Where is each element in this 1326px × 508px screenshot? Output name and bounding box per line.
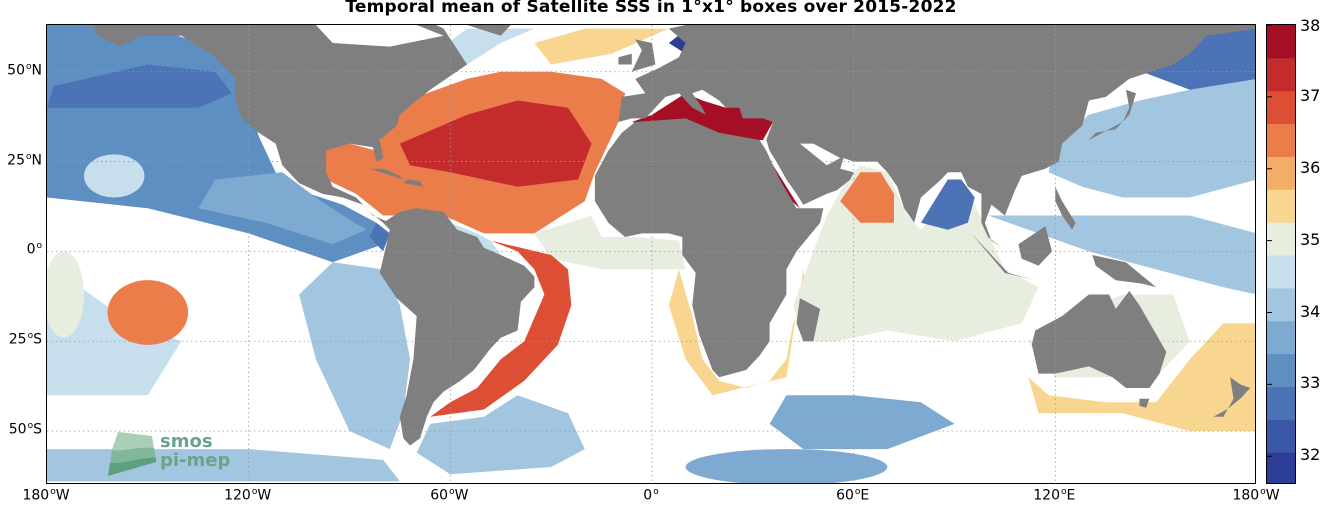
y-tick-label: 25oS bbox=[8, 331, 42, 348]
x-tick-label: 120oW bbox=[224, 487, 272, 504]
colorbar-segment bbox=[1267, 452, 1295, 483]
land-madagascar bbox=[796, 298, 821, 342]
ocean-southwest-atlantic bbox=[416, 395, 585, 475]
colorbar-tick-label: 37 bbox=[1300, 85, 1321, 105]
land-britain bbox=[631, 39, 656, 72]
nodata-hudson-bay bbox=[315, 25, 444, 47]
ocean-peru-chile bbox=[299, 262, 410, 450]
colorbar-tick-label: 34 bbox=[1300, 301, 1321, 321]
land-cuba bbox=[369, 168, 404, 180]
ocean-south-indian bbox=[769, 395, 955, 450]
land-eurasia bbox=[618, 25, 1255, 248]
ocean-west-pacific-warm-pool bbox=[988, 215, 1255, 295]
ocean-south-atlantic bbox=[430, 240, 572, 417]
ocean-north-pacific-low bbox=[47, 64, 232, 108]
x-tick-label: 180oW bbox=[22, 487, 70, 504]
patch-samoa bbox=[47, 251, 84, 338]
colorbar-tick-label: 36 bbox=[1300, 157, 1321, 177]
ocean-panama-bight bbox=[369, 222, 390, 252]
land-japan bbox=[1088, 89, 1136, 140]
land-philippines bbox=[1055, 186, 1076, 230]
ocean-atlantic-gyre bbox=[399, 100, 592, 187]
colorbar-segment bbox=[1267, 255, 1295, 289]
logo-line1: smos bbox=[160, 431, 213, 452]
colorbar bbox=[1266, 24, 1296, 484]
colorbar-segment bbox=[1267, 90, 1295, 125]
chart-title: Temporal mean of Satellite SSS in 1°x1° … bbox=[345, 0, 957, 17]
ocean-east-tropical-pacific bbox=[198, 172, 367, 245]
colorbar-tick-label: 38 bbox=[1300, 16, 1321, 35]
land-tasmania bbox=[1139, 398, 1150, 408]
colorbar-tick-label: 33 bbox=[1300, 373, 1321, 393]
x-tick-label: 60oW bbox=[430, 487, 469, 504]
colorbar-segment bbox=[1267, 156, 1295, 190]
colorbar-segment bbox=[1267, 57, 1295, 92]
colorbar-segment bbox=[1267, 287, 1295, 322]
land-new-guinea bbox=[1092, 255, 1157, 288]
colorbar-segment bbox=[1267, 123, 1295, 157]
x-tick-label: 180oW bbox=[1232, 487, 1280, 504]
smos-pi-mep-logo bbox=[104, 430, 234, 480]
land-australia bbox=[1031, 290, 1167, 388]
y-tick-label: 0o bbox=[26, 241, 42, 259]
colorbar-segment bbox=[1267, 386, 1295, 420]
colorbar-segment bbox=[1267, 25, 1295, 59]
ocean-southeast-atlantic bbox=[668, 269, 807, 396]
land-sumatra-java bbox=[971, 233, 1036, 281]
colorbar-segment bbox=[1267, 320, 1295, 355]
y-tick-label: 50oN bbox=[7, 61, 42, 79]
ocean-bay-of-bengal bbox=[920, 179, 975, 230]
y-tick-label: 25oN bbox=[7, 151, 42, 169]
logo-line2: pi-mep bbox=[160, 450, 231, 471]
x-tick-label: 0o bbox=[643, 487, 659, 504]
ocean-kuroshio-north bbox=[1122, 28, 1255, 90]
y-tick-label: 50oS bbox=[8, 421, 42, 438]
patch-southern-ocean bbox=[685, 449, 888, 483]
gulf-persian bbox=[799, 143, 841, 166]
colorbar-tick-label: 32 bbox=[1300, 445, 1321, 465]
land-borneo bbox=[1018, 226, 1052, 266]
patch-hawaii bbox=[83, 154, 145, 198]
land-greenland-tip bbox=[467, 25, 511, 36]
ocean-tasman-south-australia bbox=[1028, 323, 1255, 432]
land-new-zealand bbox=[1213, 377, 1251, 417]
logo-text: smos pi-mep bbox=[160, 432, 230, 470]
colorbar-tick-label: 35 bbox=[1300, 229, 1321, 249]
colorbar-segment bbox=[1267, 189, 1295, 223]
x-tick-label: 120oE bbox=[1033, 487, 1076, 504]
colorbar-segment bbox=[1267, 222, 1295, 256]
map-plot-area bbox=[46, 24, 1256, 484]
ocean-gulf-of-mexico bbox=[326, 143, 377, 180]
land-north-america bbox=[92, 25, 468, 223]
colorbar-gradient bbox=[1267, 25, 1295, 483]
ocean-equatorial-atlantic bbox=[534, 215, 686, 270]
land-south-america bbox=[379, 208, 535, 446]
ocean-north-east-atlantic bbox=[534, 28, 669, 65]
x-tick-label: 60oE bbox=[836, 487, 870, 504]
land-ireland bbox=[618, 53, 632, 65]
patch-french-polynesia bbox=[107, 280, 189, 345]
land-hispaniola bbox=[403, 179, 424, 187]
ocean-northwest-pacific bbox=[1048, 79, 1255, 198]
sss-map bbox=[47, 25, 1255, 483]
colorbar-segment bbox=[1267, 419, 1295, 453]
colorbar-segment bbox=[1267, 353, 1295, 387]
